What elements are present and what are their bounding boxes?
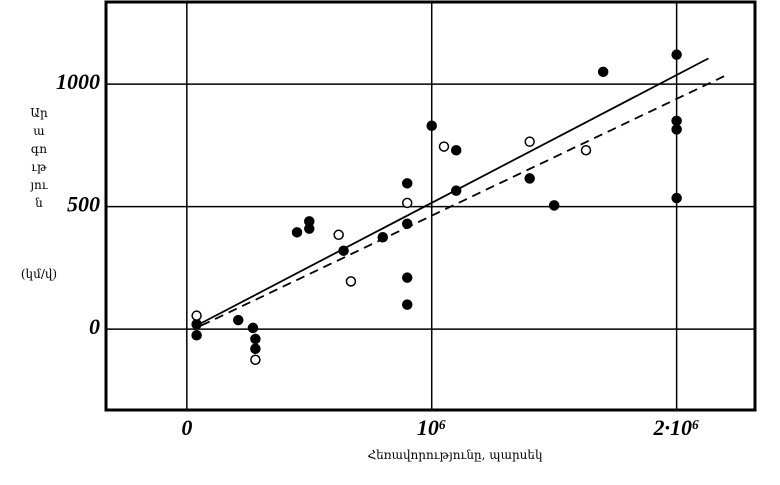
point (191, 310, 202, 321)
point (401, 197, 413, 209)
point (333, 229, 344, 241)
point (401, 178, 413, 189)
point (524, 173, 535, 184)
x-tick-label: 2·10⁶ (653, 415, 700, 440)
point (401, 299, 413, 310)
x-axis-label: Հեռավորությունը, պարսեկ (367, 448, 543, 462)
point (548, 200, 560, 211)
point (291, 227, 303, 238)
x-tick-label: 10⁶ (417, 415, 447, 440)
y-axis-label: Արագություն (30, 106, 48, 210)
point (597, 66, 609, 78)
y-tick-label: 0 (89, 314, 100, 339)
point (426, 120, 437, 131)
point (671, 124, 682, 135)
point (232, 314, 244, 326)
x-tick-label: 0 (181, 415, 192, 440)
plot-frame (104, 0, 757, 412)
point (345, 276, 357, 287)
point (580, 145, 592, 156)
y-axis-unit: (կմ/վ) (20, 267, 58, 281)
point (304, 223, 315, 234)
point (401, 272, 413, 283)
point (250, 343, 261, 354)
fit-line (201, 74, 726, 327)
point (191, 318, 202, 330)
point (671, 49, 682, 60)
y-tick-label: 500 (67, 192, 100, 217)
point (250, 354, 261, 366)
point (524, 136, 535, 147)
point (247, 322, 259, 334)
point (671, 192, 682, 204)
y-tick-label: 1000 (56, 69, 100, 94)
point (450, 145, 462, 156)
point (191, 330, 202, 341)
point (250, 333, 261, 345)
point (671, 115, 682, 127)
fit-line (201, 57, 709, 324)
point (438, 141, 450, 152)
